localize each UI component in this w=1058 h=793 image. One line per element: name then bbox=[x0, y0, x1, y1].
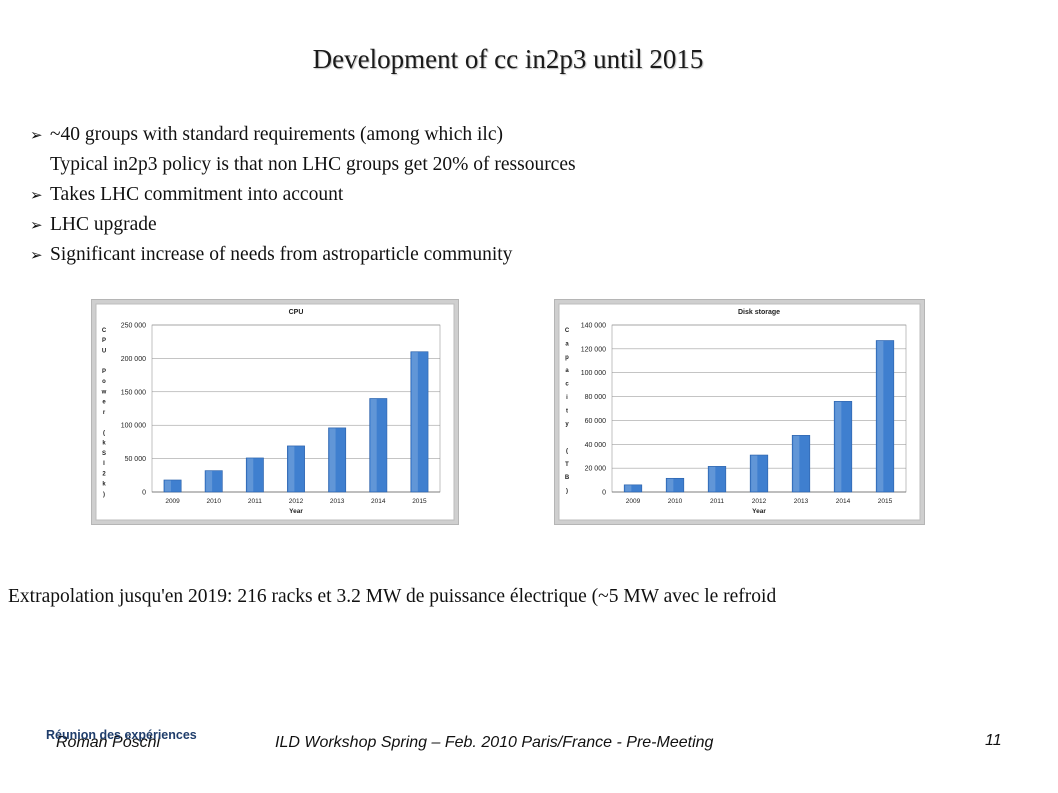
x-tick-label: 2014 bbox=[371, 498, 386, 505]
bar bbox=[791, 435, 811, 493]
x-tick-label: 2011 bbox=[248, 498, 262, 505]
bar-highlight bbox=[709, 466, 716, 492]
x-tick-label: 2015 bbox=[412, 498, 427, 505]
x-tick-label: 2015 bbox=[878, 498, 893, 505]
disk-storage-chart: Disk storage 0 20 000 40 000 60 000 80 000 100… bbox=[558, 303, 921, 521]
footer-event: ILD Workshop Spring – Feb. 2010 Paris/Fr… bbox=[275, 734, 714, 751]
bullet-text: Significant increase of needs from astro… bbox=[50, 244, 513, 265]
bullet-item: ➢ LHC upgrade bbox=[30, 210, 576, 240]
y-tick-label: 0 bbox=[602, 490, 606, 497]
y-tick-label: 60 000 bbox=[585, 418, 607, 425]
y-tick-label: 150 000 bbox=[121, 389, 146, 396]
bullet-text: ~40 groups with standard requirements (a… bbox=[50, 124, 503, 145]
bar bbox=[328, 427, 347, 493]
bullet-text: Takes LHC commitment into account bbox=[50, 184, 344, 205]
x-axis-label: Year bbox=[289, 508, 303, 515]
arrow-bullet-icon: ➢ bbox=[30, 186, 43, 204]
x-tick-label: 2011 bbox=[710, 498, 724, 505]
bar bbox=[369, 398, 388, 493]
page-number: 11 bbox=[985, 732, 1002, 749]
chart-title: CPU bbox=[289, 309, 304, 316]
x-tick-label: 2012 bbox=[289, 498, 304, 505]
bar bbox=[623, 484, 643, 493]
bar bbox=[749, 454, 769, 493]
bar bbox=[665, 477, 685, 493]
y-tick-label: 250 000 bbox=[121, 323, 146, 330]
y-tick-label: 80 000 bbox=[585, 394, 607, 401]
y-tick-label: 120 000 bbox=[581, 346, 606, 353]
bar-highlight bbox=[877, 341, 884, 492]
bullet-item: ➢ Significant increase of needs from astr… bbox=[30, 240, 576, 270]
bar bbox=[163, 479, 182, 493]
arrow-bullet-icon: ➢ bbox=[30, 126, 43, 144]
footer-author: Roman Pöschl bbox=[56, 734, 161, 751]
bar-highlight bbox=[751, 455, 758, 492]
x-tick-label: 2010 bbox=[668, 498, 683, 505]
bar bbox=[410, 351, 429, 493]
bar bbox=[875, 340, 895, 493]
y-tick-label: 50 000 bbox=[125, 456, 147, 463]
bar-highlight bbox=[793, 435, 800, 492]
y-tick-label: 100 000 bbox=[121, 423, 146, 430]
bar bbox=[245, 457, 264, 493]
disk-chart-frame: Disk storage 0 20 000 40 000 60 000 80 000 100… bbox=[554, 299, 925, 525]
bullet-text: Typical in2p3 policy is that non LHC gro… bbox=[50, 154, 576, 175]
bar-highlight bbox=[247, 458, 254, 492]
bar-highlight bbox=[411, 352, 418, 492]
y-tick-label: 100 000 bbox=[581, 370, 606, 377]
bar-highlight bbox=[667, 478, 674, 492]
cpu-chart: CPU 0 50 000 100 000 150 000 200 000 250 000 20… bbox=[95, 303, 455, 521]
x-tick-label: 2013 bbox=[794, 498, 809, 505]
y-tick-label: 20 000 bbox=[585, 466, 607, 473]
bullet-list: ➢ ~40 groups with standard requirements (… bbox=[30, 120, 576, 270]
bullet-item: ➢ Takes LHC commitment into account bbox=[30, 180, 576, 210]
x-tick-label: 2009 bbox=[165, 498, 180, 505]
y-tick-label: 200 000 bbox=[121, 356, 146, 363]
bar-highlight bbox=[625, 485, 632, 492]
bar bbox=[707, 466, 727, 493]
chart-title: Disk storage bbox=[738, 309, 780, 316]
bar-highlight bbox=[164, 480, 171, 492]
x-axis-label: Year bbox=[752, 508, 766, 515]
x-tick-label: 2014 bbox=[836, 498, 851, 505]
arrow-bullet-icon: ➢ bbox=[30, 216, 43, 234]
bar bbox=[204, 470, 223, 493]
bullet-item: ➢ ~40 groups with standard requirements (… bbox=[30, 120, 576, 150]
bullet-item: Typical in2p3 policy is that non LHC gro… bbox=[30, 150, 576, 180]
footer-meeting: Réunion des expériences bbox=[46, 728, 197, 742]
x-tick-label: 2013 bbox=[330, 498, 345, 505]
y-tick-label: 0 bbox=[142, 490, 146, 497]
x-tick-label: 2009 bbox=[626, 498, 641, 505]
bullet-text: LHC upgrade bbox=[50, 214, 157, 235]
slide-title: Development of cc in2p3 until 2015 bbox=[312, 44, 704, 74]
bar-highlight bbox=[329, 428, 336, 492]
bar-highlight bbox=[835, 401, 842, 492]
cpu-chart-frame: CPU 0 50 000 100 000 150 000 200 000 250 000 20… bbox=[91, 299, 459, 525]
x-tick-label: 2010 bbox=[206, 498, 221, 505]
bar-highlight bbox=[206, 471, 213, 492]
x-tick-label: 2012 bbox=[752, 498, 767, 505]
bar bbox=[833, 401, 853, 493]
y-tick-label: 40 000 bbox=[585, 442, 607, 449]
bar-highlight bbox=[288, 446, 295, 492]
arrow-bullet-icon: ➢ bbox=[30, 246, 43, 264]
y-tick-label: 140 000 bbox=[581, 323, 606, 330]
bar-highlight bbox=[370, 398, 377, 492]
bar bbox=[287, 445, 305, 493]
extrapolation-text: Extrapolation jusqu'en 2019: 216 racks e… bbox=[8, 586, 777, 607]
